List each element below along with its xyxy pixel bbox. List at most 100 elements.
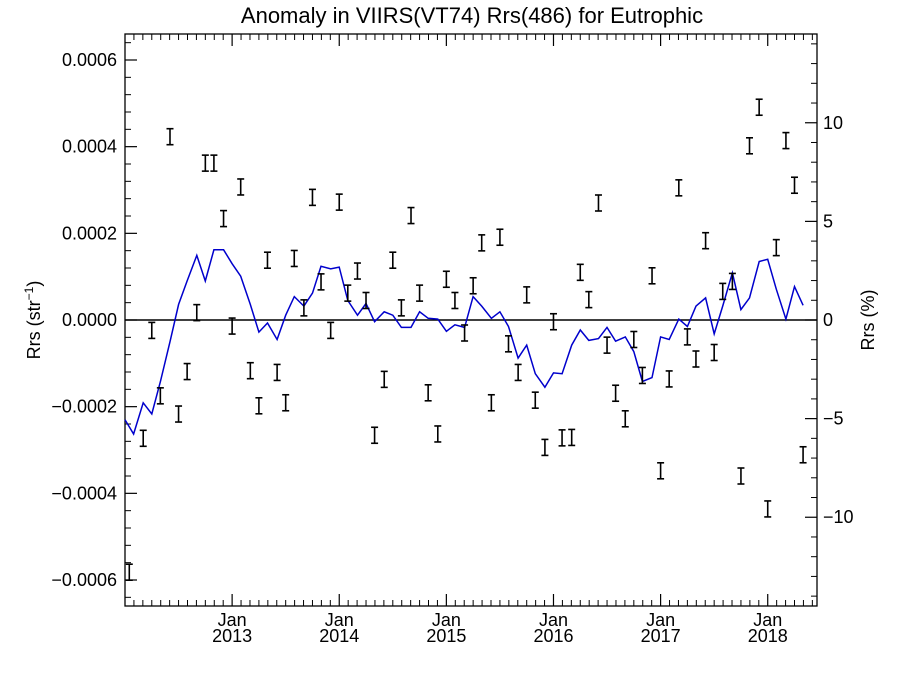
error-bar-point [416, 284, 424, 302]
error-bar-point [576, 263, 584, 282]
error-bar-point [407, 206, 415, 225]
error-bar-point [549, 312, 557, 331]
error-bar-point [371, 426, 379, 445]
error-bar-point [612, 384, 620, 403]
error-bar-point [755, 98, 763, 117]
error-bar-point [469, 276, 477, 295]
error-bar-point [772, 238, 780, 257]
error-bar-point [764, 500, 772, 518]
x-tick-year-label: 2013 [212, 626, 252, 646]
error-bar-point [683, 328, 691, 346]
series-errorbars [125, 98, 807, 582]
error-bar-point [737, 467, 745, 485]
series-line [124, 249, 804, 436]
error-bar-point [148, 321, 156, 340]
y-right-tick-label: 5 [823, 211, 833, 231]
error-bar-point [504, 335, 512, 353]
error-bar-point [183, 362, 191, 381]
error-bar-point [434, 425, 442, 443]
error-bar-point [523, 286, 531, 304]
error-bar-point [665, 370, 673, 388]
x-tick-month-label: Jan [432, 610, 461, 630]
error-bar-point [585, 290, 593, 309]
error-bar-point [558, 429, 566, 447]
error-bar-point [461, 324, 469, 342]
error-bar-point [487, 393, 495, 412]
error-bar-point [344, 284, 352, 302]
error-bar-point [290, 249, 298, 268]
y-left-tick-label: −0.0004 [51, 483, 117, 503]
error-bar-point [702, 231, 710, 250]
y-left-tick-label: 0.0004 [62, 137, 117, 157]
error-bar-point [531, 391, 539, 409]
error-bar-point [496, 228, 504, 247]
error-bar-point [478, 234, 486, 252]
error-bar-point [228, 317, 236, 335]
error-bar-point [746, 137, 754, 155]
y-right-tick-label: −10 [823, 507, 854, 527]
x-tick-month-label: Jan [325, 610, 354, 630]
error-bar-point [710, 343, 718, 362]
error-bar-point [175, 405, 183, 423]
error-bar-point [657, 461, 665, 480]
x-axis: Jan2013Jan2014Jan2015Jan2016Jan2017Jan20… [133, 34, 813, 646]
error-bar-point [719, 282, 727, 301]
error-bar-point [335, 193, 343, 211]
error-bar-point [201, 154, 209, 172]
error-bar-point [317, 273, 325, 291]
error-bar-point [300, 299, 308, 317]
error-bar-point [263, 251, 271, 270]
y-left-tick-label: 0.0000 [62, 310, 117, 330]
x-tick-year-label: 2017 [641, 626, 681, 646]
y-right-tick-label: −5 [823, 409, 844, 429]
error-bar-point [782, 131, 790, 150]
error-bar-point [327, 321, 335, 340]
error-bar-point [568, 428, 576, 447]
error-bar-point [380, 370, 388, 389]
error-bar-point [675, 179, 683, 197]
x-tick-year-label: 2016 [533, 626, 573, 646]
y-left-tick-label: −0.0006 [51, 570, 117, 590]
x-tick-month-label: Jan [646, 610, 675, 630]
series-line-path [124, 249, 804, 436]
error-bar-point [799, 445, 807, 464]
left-axis: 0.0006 0.0004 0.0002 0.0000 −0.0002 −0.0004 −0… [51, 42, 137, 598]
error-bar-point [246, 361, 254, 380]
error-bar-point [282, 393, 290, 412]
error-bar-point [139, 429, 147, 448]
error-bar-point [308, 188, 316, 207]
error-bar-point [424, 383, 432, 402]
error-bar-point [603, 336, 611, 354]
error-bar-point [210, 154, 218, 172]
chart-title: Anomaly in VIIRS(VT74) Rrs(486) for Eutr… [241, 3, 703, 28]
error-bar-point [692, 350, 700, 368]
error-bar-point [514, 363, 522, 382]
y-axis-left-label: Rrs (str−1) [22, 281, 44, 360]
error-bar-point [630, 330, 638, 349]
error-bar-point [791, 176, 799, 195]
error-bar-point [638, 366, 646, 385]
y-left-tick-label: −0.0002 [51, 397, 117, 417]
error-bar-point [237, 178, 245, 196]
y-axis-right-label: Rrs (%) [858, 290, 878, 351]
y-right-tick-label: 0 [823, 310, 833, 330]
x-tick-year-label: 2018 [748, 626, 788, 646]
error-bar-point [166, 127, 174, 146]
error-bar-point [621, 409, 629, 428]
error-bar-point [728, 272, 736, 291]
error-bar-point [273, 363, 281, 382]
error-bar-point [451, 291, 459, 310]
error-bar-point [353, 262, 361, 280]
error-bar-point [362, 291, 370, 310]
y-left-tick-label: 0.0006 [62, 50, 117, 70]
error-bar-point [541, 438, 549, 457]
x-tick-year-label: 2014 [319, 626, 359, 646]
y-right-tick-label: 10 [823, 113, 843, 133]
x-tick-month-label: Jan [218, 610, 247, 630]
x-tick-year-label: 2015 [426, 626, 466, 646]
y-left-tick-label: 0.0002 [62, 223, 117, 243]
error-bar-point [193, 303, 201, 322]
error-bar-point [156, 387, 164, 405]
error-bar-point [648, 266, 656, 285]
